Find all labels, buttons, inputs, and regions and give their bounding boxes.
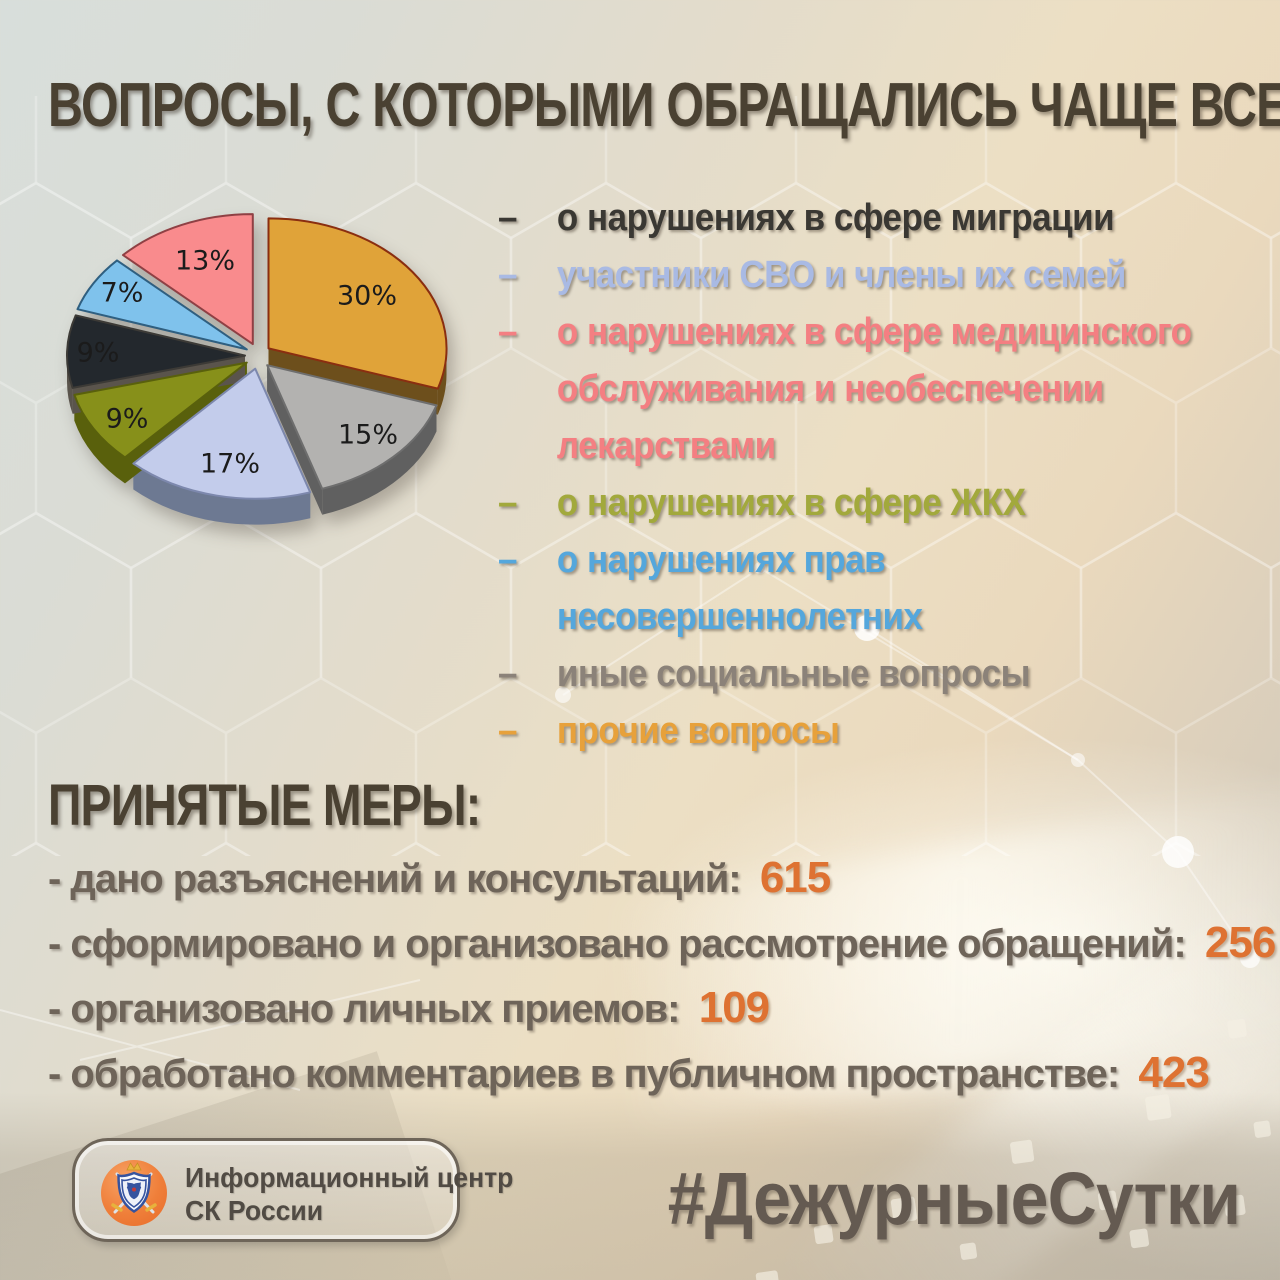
measure-line: - дано разъяснений и консультаций: 615 [48,846,1275,911]
legend-bullet: – [498,539,517,581]
pie-slice-side [437,348,447,415]
legend-bullet: – [498,653,517,695]
pie-slice-label: 17% [200,449,260,480]
pie-slice-label: 9% [106,404,149,435]
measures-list: - дано разъяснений и консультаций: 615- … [48,846,1276,1106]
pie-slice-label: 9% [77,338,120,369]
legend-bullet: – [498,197,517,239]
pie-slice-label: 30% [337,281,397,312]
pie-slice-label: 13% [175,246,235,277]
legend-label: о нарушениях прав несовершеннолетних [556,539,923,638]
legend-item: – о нарушениях в сфере миграции [498,190,1201,247]
pie-slice-side [74,394,125,484]
measure-text: - сформировано и организовано рассмотрен… [48,922,1187,966]
pie-slice-label: 15% [338,420,398,451]
legend-label: участники СВО и члены их семей [556,254,1126,296]
pie-legend: – о нарушениях в сфере миграции – участники… [498,190,1201,760]
pie-chart: 30% 15% 17% 9% 9% 7% 13% [66,213,448,525]
crown-icon [126,1162,142,1171]
scattered-squares [755,956,1271,1280]
hashtag: #ДежурныеСутки [667,1157,1241,1240]
measure-text: - организовано личных приемов: [48,987,681,1031]
legend-label: иные социальные вопросы [556,653,1031,695]
logo-line-1: Информационный центр [185,1162,514,1193]
legend-item: – о нарушениях в сфере ЖКХ [498,475,1201,532]
logo-badge: Информационный центр СК России [72,1138,513,1242]
legend-item: – прочие вопросы [498,703,1201,760]
legend-label: о нарушениях в сфере ЖКХ [556,482,1026,524]
legend-bullet: – [498,254,517,296]
legend-label: о нарушениях в сфере медицинского обслуж… [556,311,1192,467]
pie-slice [122,213,254,346]
measure-value: 615 [748,853,831,902]
legend-item: – о нарушениях прав несовершеннолетних [498,532,1201,646]
logo-line-2: СК России [185,1195,324,1226]
legend-label: о нарушениях в сфере миграции [556,197,1115,239]
legend-item: – иные социальные вопросы [498,646,1201,703]
legend-bullet: – [498,710,517,752]
legend-item: – участники СВО и члены их семей [498,247,1201,304]
network-dots [555,562,1260,968]
pie-slice-side [267,365,323,515]
legend-item: – о нарушениях в сфере медицинского обслу… [498,304,1201,475]
pie-slice-side [322,405,437,515]
logo-text: Информационный центр СК России [185,1161,513,1227]
measure-text: - обработано комментариев в публичном пр… [48,1052,1120,1096]
measure-value: 256 [1193,918,1276,967]
pie-slice [266,364,438,490]
measure-value: 109 [687,983,770,1032]
legend-bullet: – [498,482,517,524]
measure-line: - организовано личных приемов: 109 [48,976,1275,1041]
pie-slice [73,361,248,459]
measures-title: ПРИНЯТЫЕ МЕРЫ: [48,773,481,838]
legend-label: прочие вопросы [556,710,840,752]
pie-slice [66,314,246,389]
pie-slice-side [133,463,311,525]
measure-text: - дано разъяснений и консультаций: [48,857,742,901]
pie-slice [132,367,312,500]
page-title: ВОПРОСЫ, С КОТОРЫМИ ОБРАЩАЛИСЬ ЧАЩЕ ВСЕГ… [48,71,1280,140]
measure-value: 423 [1127,1048,1209,1097]
legend-bullet: – [498,311,517,353]
sk-russia-emblem-icon [101,1160,167,1226]
measure-line: - сформировано и организовано рассмотрен… [48,911,1276,976]
measure-line: - обработано комментариев в публичном пр… [48,1041,1275,1106]
pie-slice-label: 7% [101,278,144,309]
pie-slice [76,259,248,351]
pie-slice [267,217,448,390]
pie-slice-side [67,355,73,414]
